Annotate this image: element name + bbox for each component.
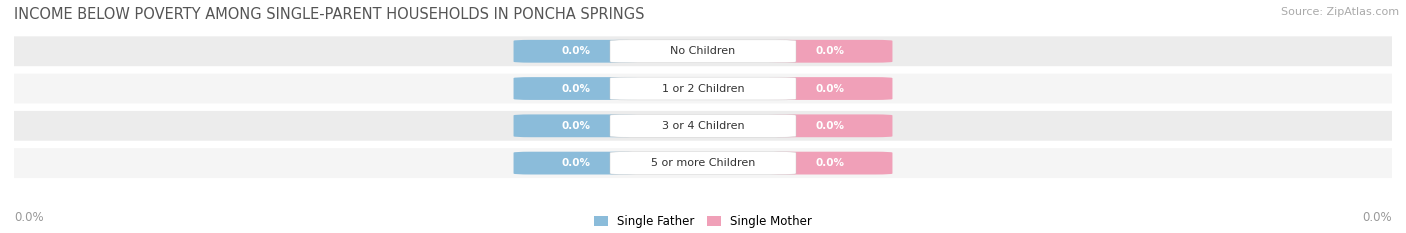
- FancyBboxPatch shape: [513, 114, 637, 137]
- Text: INCOME BELOW POVERTY AMONG SINGLE-PARENT HOUSEHOLDS IN PONCHA SPRINGS: INCOME BELOW POVERTY AMONG SINGLE-PARENT…: [14, 7, 644, 22]
- FancyBboxPatch shape: [610, 114, 796, 137]
- FancyBboxPatch shape: [769, 114, 893, 137]
- FancyBboxPatch shape: [610, 152, 796, 175]
- Text: 1 or 2 Children: 1 or 2 Children: [662, 84, 744, 93]
- Text: No Children: No Children: [671, 46, 735, 56]
- Text: 0.0%: 0.0%: [14, 211, 44, 224]
- Text: 0.0%: 0.0%: [1362, 211, 1392, 224]
- FancyBboxPatch shape: [0, 74, 1406, 103]
- Legend: Single Father, Single Mother: Single Father, Single Mother: [589, 210, 817, 233]
- Text: 5 or more Children: 5 or more Children: [651, 158, 755, 168]
- Text: 0.0%: 0.0%: [815, 121, 845, 131]
- FancyBboxPatch shape: [769, 40, 893, 63]
- FancyBboxPatch shape: [769, 77, 893, 100]
- Text: Source: ZipAtlas.com: Source: ZipAtlas.com: [1281, 7, 1399, 17]
- Text: 0.0%: 0.0%: [815, 46, 845, 56]
- FancyBboxPatch shape: [610, 40, 796, 63]
- FancyBboxPatch shape: [513, 40, 637, 63]
- FancyBboxPatch shape: [769, 152, 893, 175]
- FancyBboxPatch shape: [513, 77, 637, 100]
- FancyBboxPatch shape: [513, 152, 637, 175]
- Text: 0.0%: 0.0%: [561, 84, 591, 93]
- FancyBboxPatch shape: [0, 111, 1406, 141]
- FancyBboxPatch shape: [0, 148, 1406, 178]
- Text: 0.0%: 0.0%: [561, 46, 591, 56]
- FancyBboxPatch shape: [610, 77, 796, 100]
- Text: 3 or 4 Children: 3 or 4 Children: [662, 121, 744, 131]
- Text: 0.0%: 0.0%: [561, 121, 591, 131]
- Text: 0.0%: 0.0%: [815, 158, 845, 168]
- Text: 0.0%: 0.0%: [561, 158, 591, 168]
- FancyBboxPatch shape: [0, 36, 1406, 66]
- Text: 0.0%: 0.0%: [815, 84, 845, 93]
